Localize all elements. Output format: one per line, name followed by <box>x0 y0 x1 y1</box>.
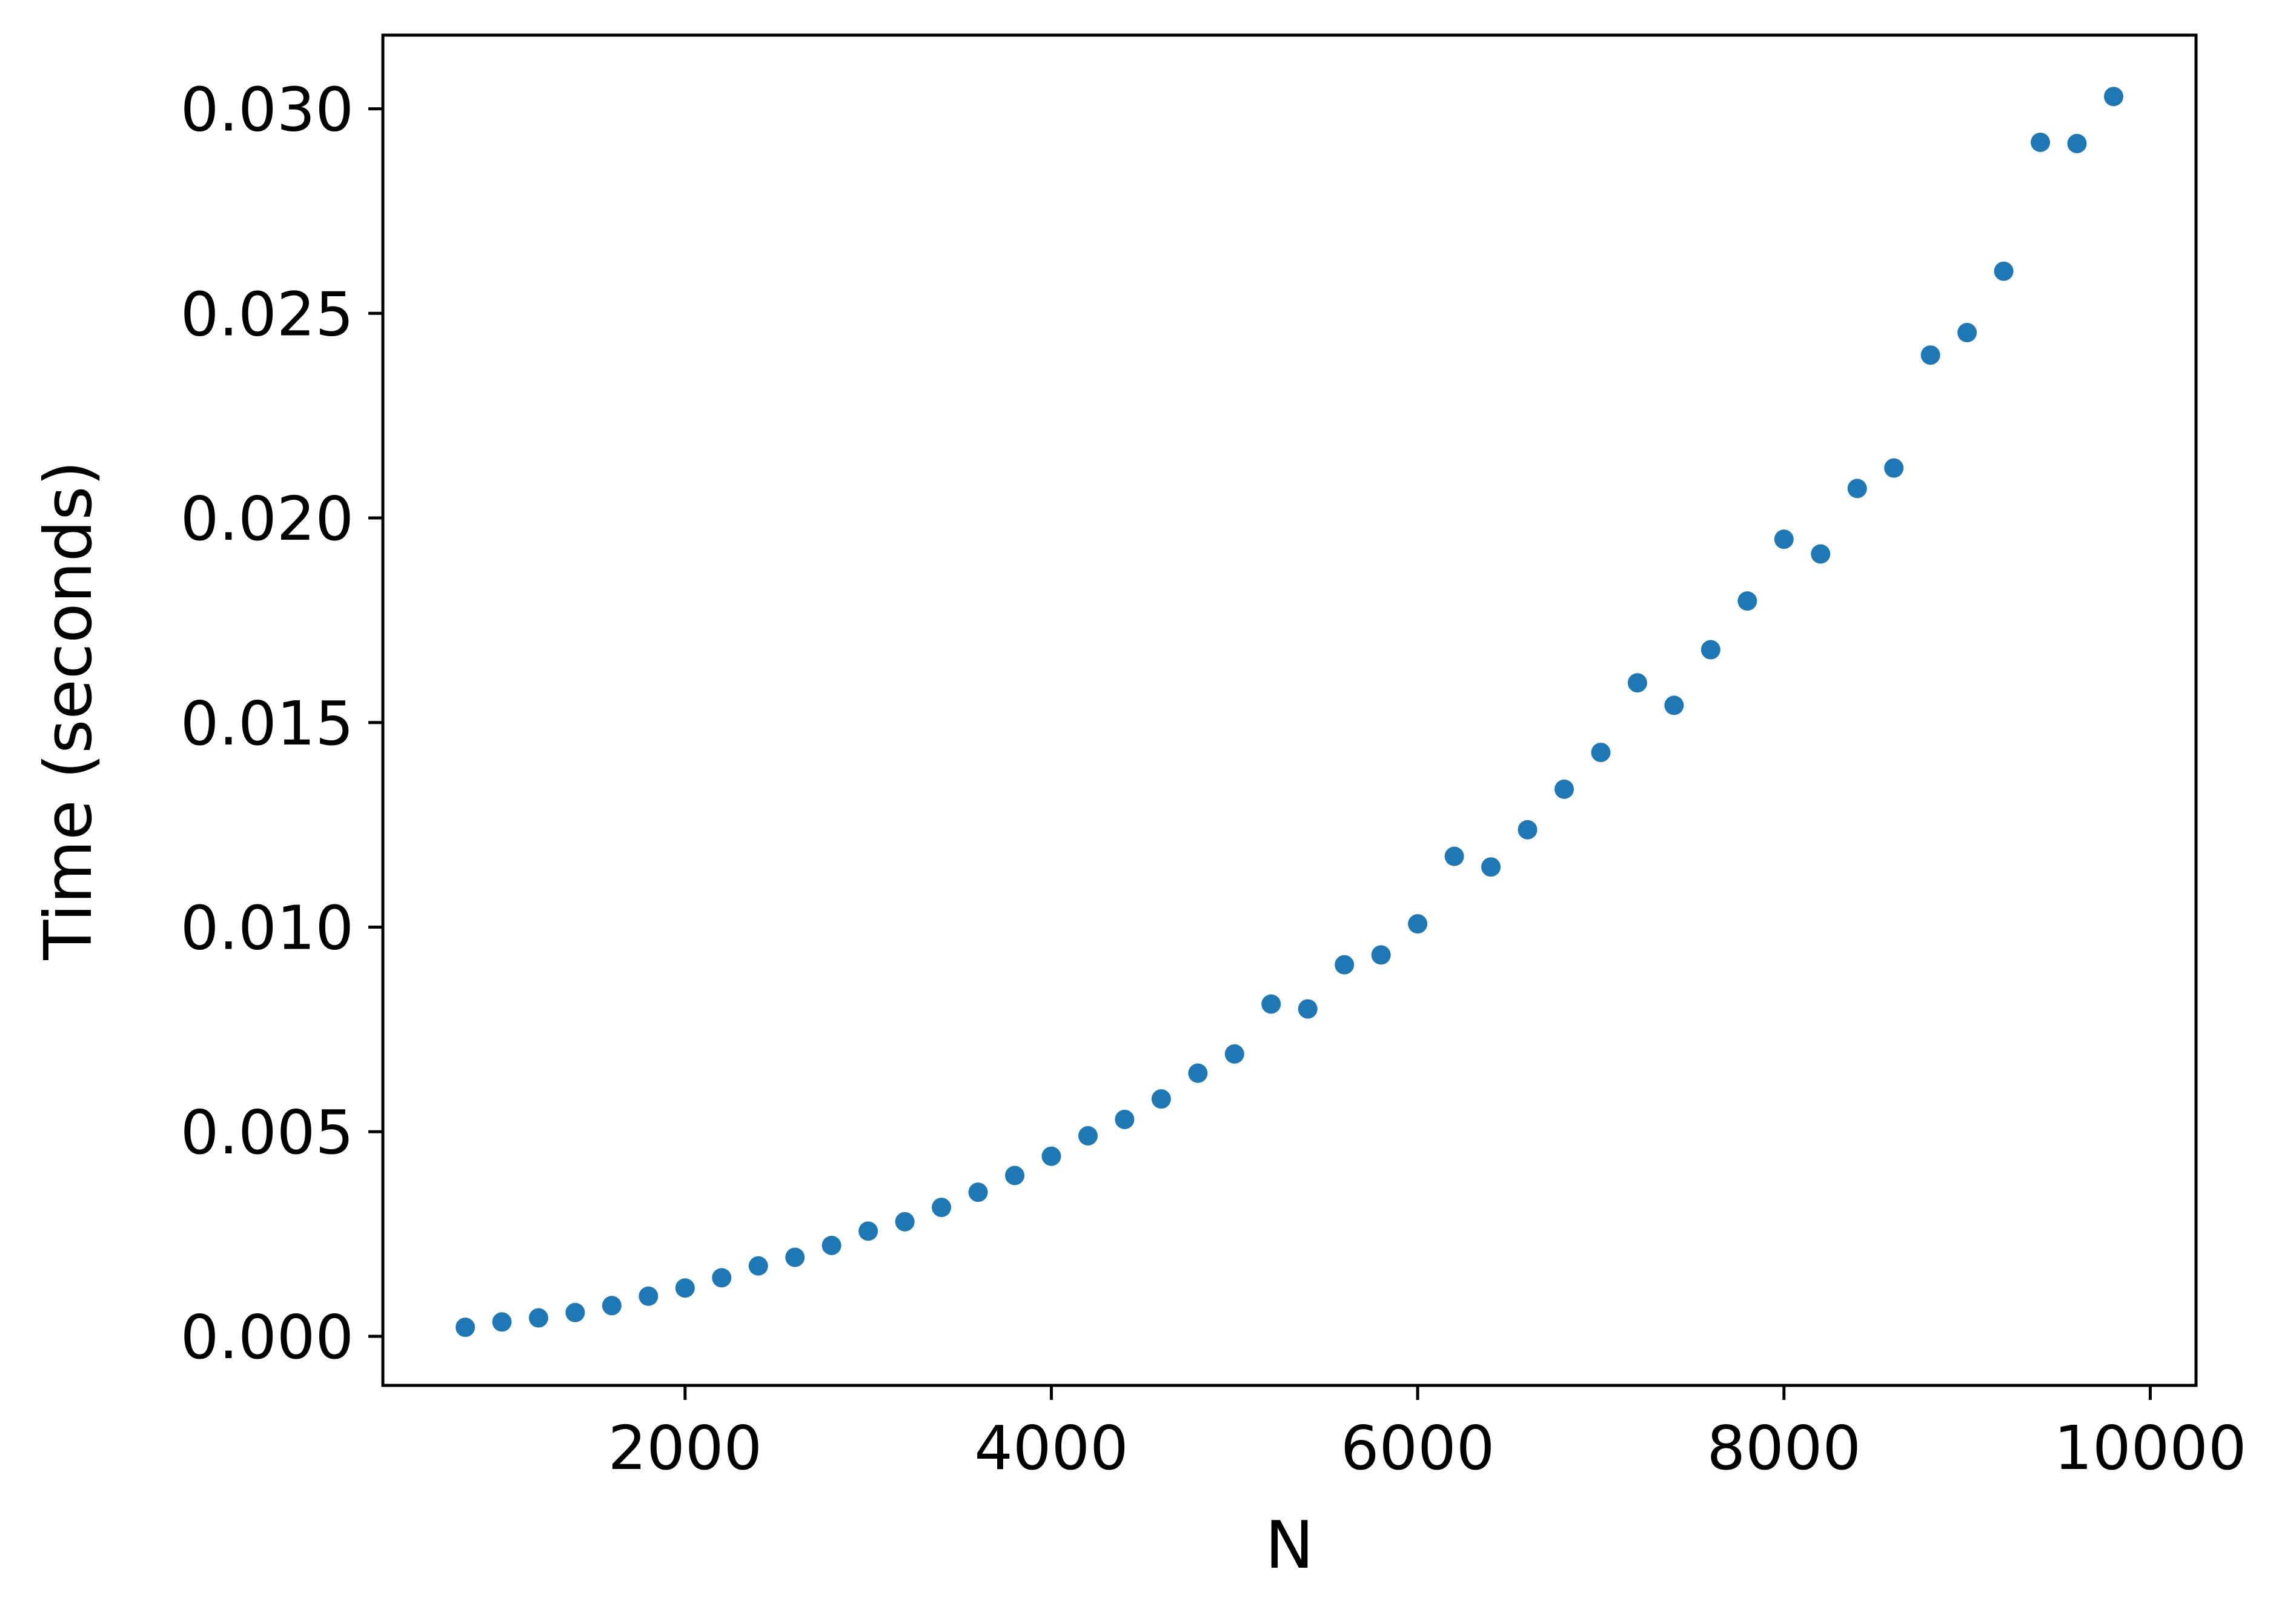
data-point <box>748 1256 768 1276</box>
data-point <box>1481 857 1501 877</box>
data-point <box>639 1286 659 1306</box>
data-point <box>528 1308 548 1328</box>
x-tick-label: 6000 <box>1341 1413 1495 1484</box>
data-point <box>1920 345 1940 365</box>
data-point <box>1371 945 1391 965</box>
data-point <box>1664 695 1684 715</box>
y-tick-label: 0.020 <box>181 483 354 554</box>
y-tick-label: 0.015 <box>181 688 354 759</box>
data-point <box>1811 544 1831 564</box>
data-point <box>895 1212 915 1232</box>
data-point <box>1700 640 1720 660</box>
data-point <box>1041 1146 1061 1166</box>
data-point <box>2067 133 2087 153</box>
data-point <box>1591 743 1611 763</box>
plot-frame <box>381 33 2198 1387</box>
data-point <box>1151 1089 1171 1109</box>
data-point <box>1994 261 2014 281</box>
x-axis: 2000 4000 6000 8000 10000 <box>608 1385 2246 1484</box>
data-point <box>1774 529 1794 549</box>
data-point <box>968 1182 988 1202</box>
data-point <box>1847 479 1867 499</box>
plot-marks <box>456 87 2123 1338</box>
x-tick-label: 4000 <box>974 1413 1129 1484</box>
data-point <box>932 1198 952 1218</box>
data-point <box>565 1302 585 1322</box>
data-point <box>821 1235 841 1255</box>
x-axis-label: N <box>1265 1508 1314 1583</box>
data-point <box>1884 458 1904 478</box>
y-axis-label: Time (seconds) <box>31 460 107 960</box>
data-point <box>1224 1044 1244 1064</box>
x-tick-label: 2000 <box>608 1413 763 1484</box>
data-point <box>1554 779 1574 799</box>
data-point <box>1005 1165 1025 1185</box>
data-point <box>2103 87 2123 107</box>
data-point <box>1298 999 1318 1019</box>
data-point <box>1335 955 1355 975</box>
data-point <box>1444 846 1464 866</box>
y-tick-label: 0.030 <box>181 75 354 145</box>
x-tick-label: 10000 <box>2054 1413 2246 1484</box>
data-point <box>1627 673 1647 693</box>
data-point <box>858 1221 878 1241</box>
data-point <box>456 1318 476 1338</box>
data-point <box>1737 591 1757 611</box>
data-point <box>1188 1063 1208 1083</box>
y-tick-label: 0.000 <box>181 1302 354 1373</box>
data-point <box>675 1278 695 1298</box>
data-point <box>1115 1109 1135 1129</box>
y-tick-label: 0.005 <box>181 1097 354 1168</box>
data-point <box>712 1268 732 1288</box>
data-point <box>785 1247 805 1267</box>
y-axis: 0.000 0.005 0.010 0.015 0.020 0.025 0.030 <box>181 75 383 1373</box>
data-point <box>1408 914 1428 934</box>
data-point <box>1518 820 1538 840</box>
y-tick-label: 0.010 <box>181 892 354 963</box>
data-point <box>1261 994 1281 1014</box>
data-point <box>1957 323 1977 343</box>
y-tick-label: 0.025 <box>181 279 354 350</box>
data-point <box>1078 1126 1098 1146</box>
data-point <box>2031 132 2051 152</box>
data-point <box>602 1296 622 1316</box>
x-tick-label: 8000 <box>1707 1413 1862 1484</box>
data-point <box>492 1312 512 1332</box>
